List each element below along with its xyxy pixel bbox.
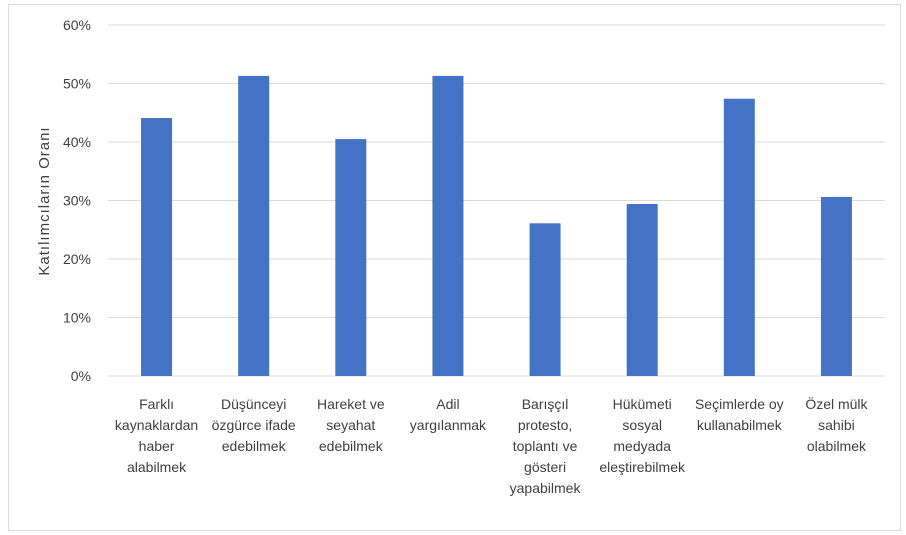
bar	[238, 75, 270, 377]
y-tick-label: 50%	[63, 76, 91, 92]
x-category-label: Barışçıl protesto, toplantı ve gösteri yapab…	[510, 396, 582, 496]
y-tick-label: 20%	[63, 251, 91, 267]
x-category-label: Adil yargılanmak	[410, 396, 487, 433]
x-category-label: Hükümeti sosyal medyada eleştirebilmek	[599, 396, 686, 475]
bar	[529, 223, 561, 376]
y-axis-ticks: 0% 10% 20% 30% 40% 50% 60%	[63, 17, 91, 384]
x-category-label: Farklı kaynaklardan haber alabilmek	[115, 396, 198, 475]
bar	[820, 196, 852, 376]
y-tick-label: 10%	[63, 310, 91, 326]
y-tick-label: 0%	[71, 368, 91, 384]
bar	[141, 118, 173, 376]
y-tick-label: 30%	[63, 193, 91, 209]
x-axis-category-labels: Farklı kaynaklardan haber alabilmekDüşüncey…	[115, 395, 869, 496]
y-tick-label: 40%	[63, 134, 91, 150]
y-tick-label: 60%	[63, 17, 91, 33]
x-category-label: Hareket ve seyahat edebilmek	[317, 396, 385, 454]
bar	[723, 98, 755, 377]
bar	[335, 139, 367, 376]
gridlines	[108, 24, 885, 377]
bar	[432, 75, 464, 377]
bar	[626, 204, 658, 376]
x-category-label: Seçimlerde oy kullanabilmek	[695, 396, 784, 433]
bars	[141, 75, 852, 377]
y-axis-title: Katılımcıların Oranı	[36, 126, 53, 275]
x-category-label: Özel mülk sahibi olabilmek	[805, 395, 868, 454]
x-category-label: Düşünceyi özgürce ifade edebilmek	[212, 396, 296, 454]
